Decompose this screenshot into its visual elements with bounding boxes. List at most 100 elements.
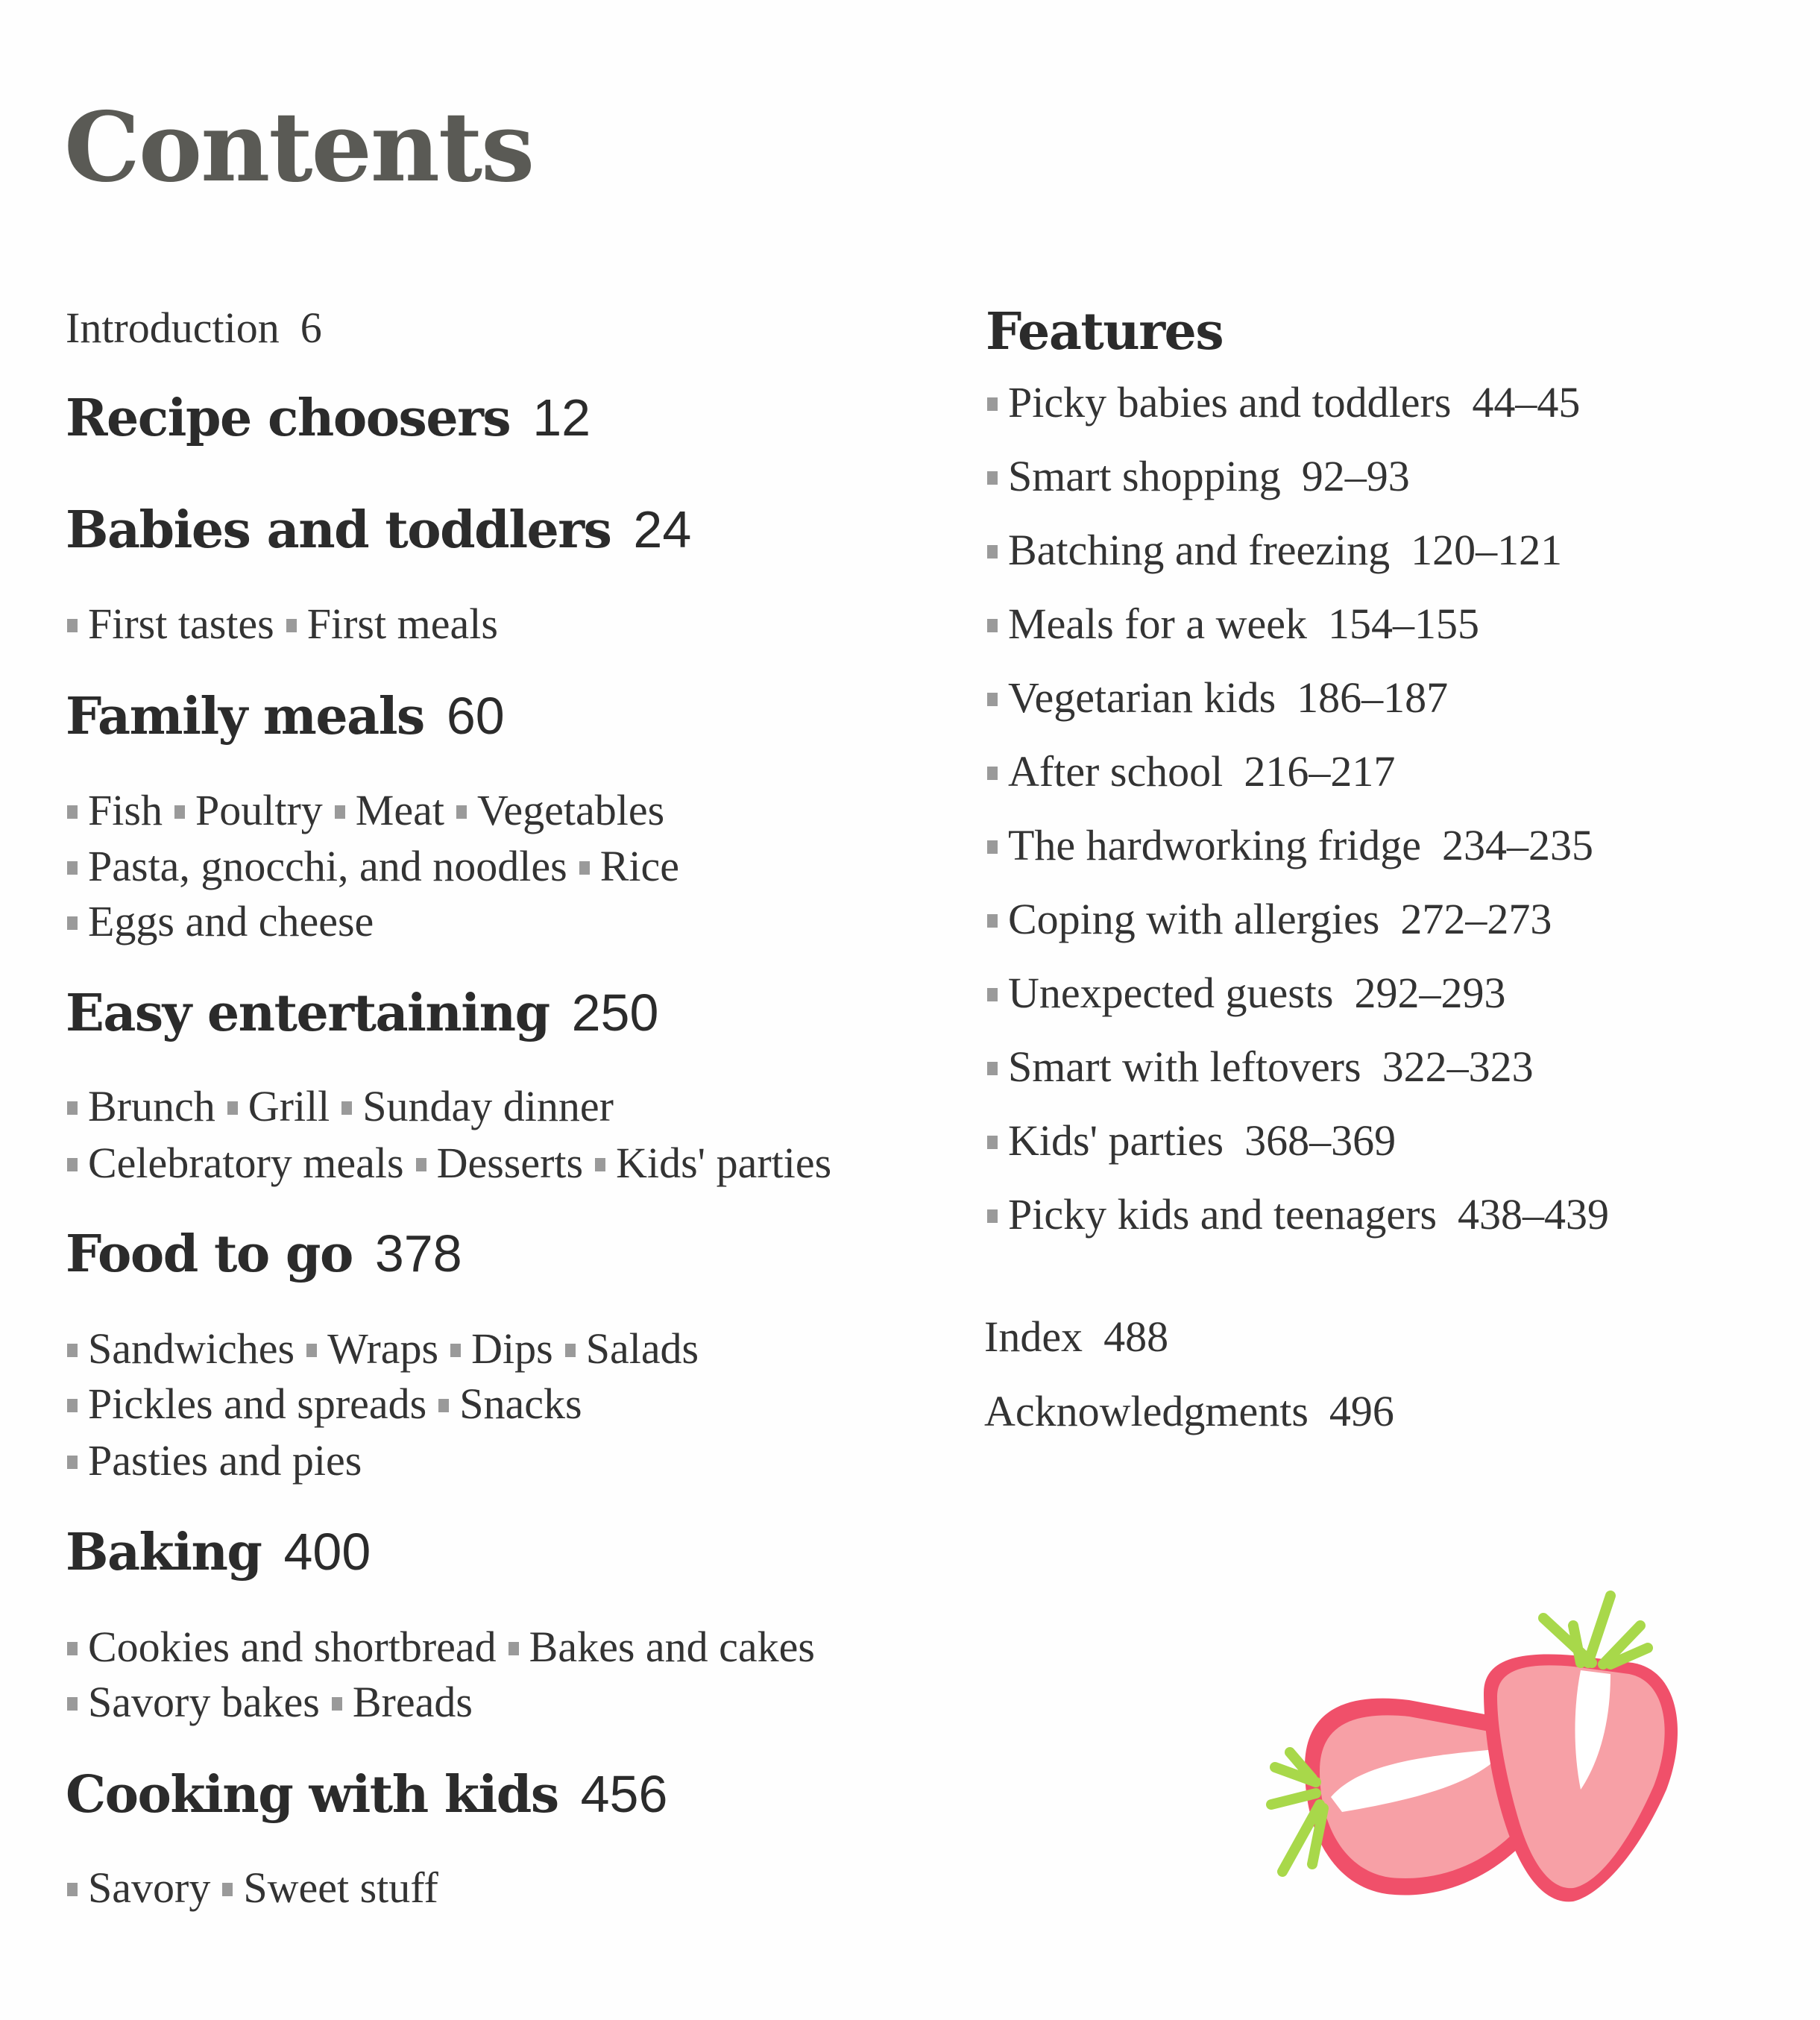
square-bullet-icon: [67, 1158, 78, 1171]
subsection-line: Eggs and cheese: [64, 893, 374, 950]
square-bullet-icon: [227, 1101, 238, 1115]
subsection-item[interactable]: Pasta, gnocchi, and noodles: [64, 842, 567, 890]
feature-entry[interactable]: Smart shopping 92–93: [984, 448, 1410, 505]
subsection-item[interactable]: Dips: [438, 1324, 553, 1373]
subsection-label: Savory: [88, 1863, 211, 1912]
feature-pages: 44–45: [1472, 378, 1581, 427]
subsection-item[interactable]: Fish: [64, 786, 163, 834]
entry-page: 496: [1329, 1387, 1394, 1435]
features-heading: Features: [986, 302, 1224, 362]
subsection-line: Cookies and shortbread Bakes and cakes: [64, 1619, 815, 1676]
feature-entry[interactable]: Batching and freezing 120–121: [984, 522, 1562, 579]
subsection-item[interactable]: First meals: [274, 600, 498, 648]
subsection-item[interactable]: Salads: [553, 1324, 699, 1373]
feature-entry[interactable]: Picky kids and teenagers 438–439: [984, 1186, 1609, 1243]
toc-entry-acknowledgments[interactable]: Acknowledgments 496: [984, 1383, 1394, 1440]
subsection-label: First tastes: [88, 600, 274, 648]
subsection-item[interactable]: Bakes and cakes: [497, 1623, 815, 1671]
feature-pages: 154–155: [1328, 600, 1479, 648]
square-bullet-icon: [67, 1697, 78, 1711]
page-title: Contents: [64, 92, 535, 204]
chapter-heading[interactable]: Babies and toddlers 24: [66, 496, 691, 564]
feature-entry[interactable]: Coping with allergies 272–273: [984, 891, 1552, 948]
subsection-label: Pickles and spreads: [88, 1379, 427, 1428]
subsection-item[interactable]: Snacks: [426, 1379, 582, 1428]
square-bullet-icon: [508, 1642, 519, 1655]
chapter-heading[interactable]: Recipe choosers 12: [66, 384, 591, 452]
chapter-page: 400: [283, 1523, 371, 1581]
subsection-label: Wraps: [327, 1324, 439, 1373]
subsection-label: Cookies and shortbread: [88, 1623, 497, 1671]
feature-pages: 292–293: [1354, 969, 1506, 1017]
feature-label: Coping with allergies: [1008, 895, 1380, 943]
feature-pages: 92–93: [1301, 452, 1410, 500]
subsection-item[interactable]: Poultry: [163, 786, 323, 834]
subsection-item[interactable]: Brunch: [64, 1082, 215, 1130]
feature-entry[interactable]: Unexpected guests 292–293: [984, 965, 1505, 1022]
square-bullet-icon: [595, 1158, 606, 1171]
feature-entry[interactable]: Picky babies and toddlers 44–45: [984, 374, 1580, 431]
square-bullet-icon: [987, 1209, 998, 1223]
subsection-label: Desserts: [436, 1139, 584, 1187]
subsection-label: Sandwiches: [88, 1324, 295, 1373]
square-bullet-icon: [331, 1697, 342, 1711]
toc-entry-introduction[interactable]: Introduction 6: [66, 300, 322, 356]
toc-entry-index[interactable]: Index 488: [984, 1309, 1168, 1365]
square-bullet-icon: [67, 1399, 78, 1412]
subsection-label: Brunch: [88, 1082, 215, 1130]
subsection-label: Meat: [355, 786, 444, 834]
square-bullet-icon: [987, 1062, 998, 1075]
square-bullet-icon: [174, 805, 185, 819]
subsection-item[interactable]: Desserts: [404, 1139, 584, 1187]
chapter-title: Family meals: [66, 687, 425, 746]
subsection-item[interactable]: Vegetables: [444, 786, 664, 834]
feature-entry[interactable]: After school 216–217: [984, 743, 1395, 800]
subsection-item[interactable]: Pasties and pies: [64, 1436, 362, 1485]
subsection-item[interactable]: Kids' parties: [583, 1139, 831, 1187]
square-bullet-icon: [987, 545, 998, 559]
subsection-item[interactable]: Sweet stuff: [210, 1863, 438, 1912]
square-bullet-icon: [67, 1642, 78, 1655]
subsection-line: Brunch Grill Sunday dinner: [64, 1078, 614, 1135]
feature-entry[interactable]: Smart with leftovers 322–323: [984, 1039, 1534, 1095]
subsection-label: Sweet stuff: [243, 1863, 438, 1912]
feature-entry[interactable]: Vegetarian kids 186–187: [984, 670, 1448, 726]
subsection-item[interactable]: Eggs and cheese: [64, 897, 374, 946]
chapter-page: 60: [446, 687, 505, 745]
subsection-item[interactable]: Sandwiches: [64, 1324, 295, 1373]
feature-pages: 272–273: [1400, 895, 1552, 943]
subsection-item[interactable]: Cookies and shortbread: [64, 1623, 497, 1671]
square-bullet-icon: [438, 1399, 450, 1412]
feature-pages: 120–121: [1411, 526, 1563, 574]
feature-pages: 368–369: [1244, 1116, 1397, 1165]
subsection-label: Eggs and cheese: [88, 897, 374, 946]
entry-label: Index: [984, 1312, 1083, 1361]
chapter-heading[interactable]: Food to go 378: [66, 1220, 462, 1288]
subsection-item[interactable]: Wraps: [295, 1324, 438, 1373]
subsection-item[interactable]: Savory: [64, 1863, 210, 1912]
square-bullet-icon: [987, 397, 998, 411]
subsection-item[interactable]: Sunday dinner: [330, 1082, 614, 1130]
chapter-heading[interactable]: Baking 400: [66, 1518, 371, 1586]
feature-entry[interactable]: The hardworking fridge 234–235: [984, 817, 1593, 874]
feature-entry[interactable]: Meals for a week 154–155: [984, 596, 1479, 652]
subsection-item[interactable]: Celebratory meals: [64, 1139, 404, 1187]
chapter-heading[interactable]: Family meals 60: [66, 682, 505, 750]
chapter-title: Recipe choosers: [66, 388, 511, 448]
feature-label: Picky kids and teenagers: [1008, 1190, 1438, 1239]
square-bullet-icon: [987, 693, 998, 706]
square-bullet-icon: [67, 1101, 78, 1115]
subsection-item[interactable]: Rice: [567, 842, 679, 890]
feature-entry[interactable]: Kids' parties 368–369: [984, 1113, 1396, 1169]
square-bullet-icon: [334, 805, 345, 819]
square-bullet-icon: [67, 805, 78, 819]
subsection-item[interactable]: Grill: [215, 1082, 330, 1130]
subsection-item[interactable]: Savory bakes: [64, 1678, 320, 1726]
chapter-heading[interactable]: Cooking with kids 456: [66, 1761, 667, 1828]
subsection-item[interactable]: Breads: [320, 1678, 473, 1726]
entry-label: Introduction: [66, 303, 280, 352]
subsection-item[interactable]: Meat: [323, 786, 444, 834]
subsection-item[interactable]: First tastes: [64, 600, 274, 648]
chapter-heading[interactable]: Easy entertaining 250: [66, 979, 658, 1047]
subsection-item[interactable]: Pickles and spreads: [64, 1379, 426, 1428]
